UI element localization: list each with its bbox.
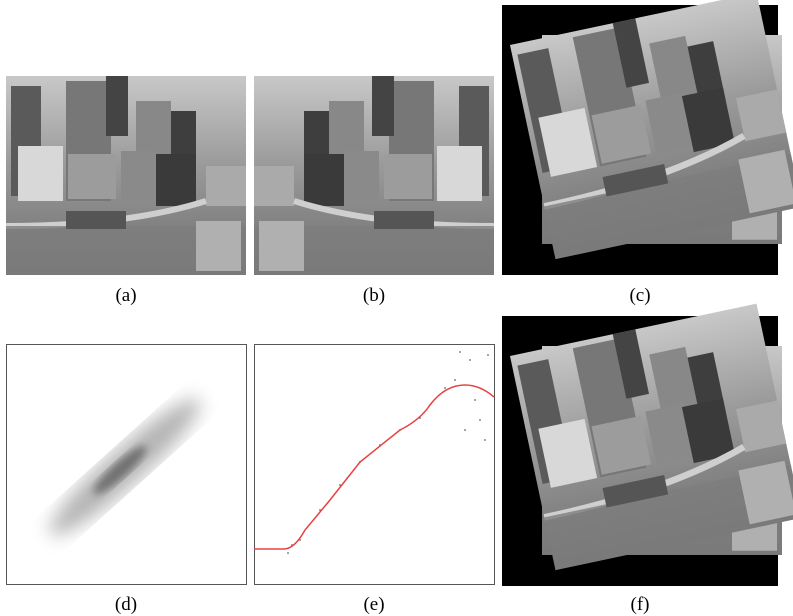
caption: (b) [363, 285, 385, 306]
photo-a [6, 76, 246, 275]
fit-plot-e [254, 345, 495, 585]
density-plot-d [7, 345, 247, 585]
caption: (e) [363, 594, 384, 615]
caption: (c) [629, 285, 650, 306]
caption: (a) [115, 285, 136, 306]
figure: (a) (b) (c) (d) (e) (f) [0, 0, 793, 616]
caption: (d) [115, 594, 137, 615]
mosaic-f [502, 304, 793, 586]
caption: (f) [631, 594, 650, 615]
photo-b [254, 76, 494, 275]
mosaic-c [502, 0, 793, 275]
